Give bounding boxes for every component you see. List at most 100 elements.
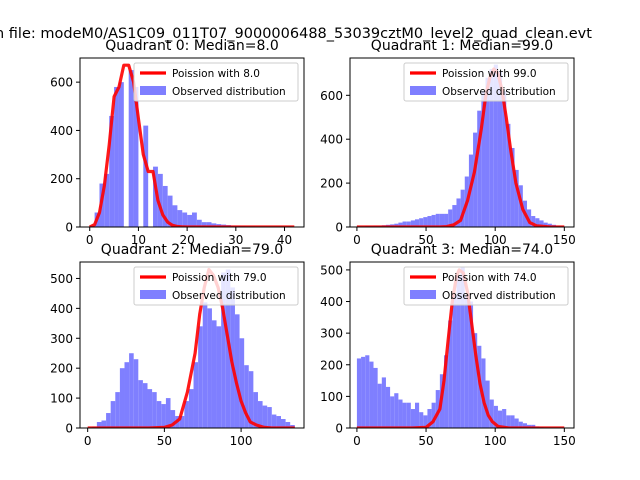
histogram-bar	[187, 214, 192, 227]
axes-frame	[79, 57, 305, 228]
figure-suptitle: n file: modeM0/AS1C09_011T07_9000006488_…	[0, 26, 592, 42]
histogram-bar	[381, 377, 386, 428]
histogram-bar	[257, 401, 263, 428]
histogram-bar	[211, 223, 217, 227]
legend-bar-swatch	[140, 86, 166, 95]
histogram-bar	[377, 383, 382, 428]
histogram-bar	[216, 326, 222, 428]
histogram-bar	[153, 166, 158, 227]
histogram-bar	[207, 308, 212, 428]
histogram-bar	[448, 209, 453, 227]
histogram-bar	[192, 212, 197, 227]
histogram-bar	[481, 90, 486, 227]
histogram-bar	[276, 416, 281, 428]
histogram-bar	[452, 295, 457, 428]
x-tick-label: 100	[484, 233, 507, 247]
histogram-bar	[502, 409, 507, 428]
x-tick-label: 100	[230, 434, 253, 448]
x-tick-label: 0	[353, 233, 361, 247]
histogram-bar	[435, 213, 440, 227]
histogram-bar	[179, 416, 185, 428]
histogram-bar	[202, 302, 208, 428]
y-tick-label: 0	[335, 422, 343, 436]
y-tick-label: 0	[65, 422, 73, 436]
histogram-bar	[539, 220, 544, 227]
histogram-bar	[177, 210, 183, 227]
histogram-bar	[489, 68, 494, 227]
histogram-bar	[431, 402, 436, 428]
histogram-bar	[456, 276, 461, 428]
legend-bar-swatch	[410, 290, 436, 299]
y-tick-label: 400	[320, 133, 343, 147]
histogram-bar	[385, 386, 391, 428]
histogram-bar	[406, 402, 411, 428]
histogram-bar	[369, 361, 374, 428]
y-tick-label: 400	[50, 124, 73, 138]
histogram-bar	[248, 371, 254, 428]
y-tick-label: 200	[50, 362, 73, 376]
axes-frame	[349, 261, 575, 429]
x-tick-label: 40	[277, 233, 292, 247]
histogram-bar	[473, 132, 478, 227]
y-tick-label: 200	[320, 358, 343, 372]
legend-bar-swatch	[140, 290, 166, 299]
histogram-bar	[162, 185, 168, 227]
histogram-bar	[172, 205, 178, 227]
histogram-bar	[456, 198, 461, 227]
histogram-bar	[493, 64, 498, 227]
histogram-bar	[133, 86, 139, 227]
subplot-3: 0 50 100 150 0 100 200 300 400 500 Quadrant 3: Med…	[320, 242, 576, 448]
legend-label-poisson: Poission with 99.0	[442, 68, 537, 80]
histogram-bar	[402, 402, 407, 428]
y-tick-label: 600	[50, 76, 73, 90]
histogram-bar	[419, 218, 424, 227]
y-tick-label: 500	[50, 272, 73, 286]
histogram-bar	[182, 212, 188, 227]
histogram-bar	[253, 392, 258, 428]
histogram-bar	[115, 392, 120, 428]
histogram-bar	[109, 115, 115, 227]
histogram-bar	[394, 223, 399, 227]
histogram-bar	[124, 362, 130, 428]
y-tick-label: 400	[50, 302, 73, 316]
histogram-bar	[267, 407, 272, 428]
y-tick-label: 200	[50, 172, 73, 186]
subplot-1: 0 50 100 150 0 200 400 600 Quadrant 1: Median=99…	[320, 38, 576, 247]
histogram-bar	[444, 355, 449, 428]
legend: Poission with 74.0 Observed distribution	[403, 266, 569, 306]
legend-label-poisson: Poission with 74.0	[442, 272, 537, 284]
histogram-bar	[133, 359, 139, 428]
histogram-bar	[419, 412, 424, 428]
histogram-bar	[143, 125, 149, 227]
y-tick-label: 100	[320, 390, 343, 404]
histogram-bar	[119, 368, 125, 428]
histogram-bar	[535, 218, 540, 227]
histogram-bar	[485, 77, 490, 227]
legend-box	[133, 266, 299, 306]
axes-frame	[349, 57, 575, 228]
histogram-bar	[356, 358, 362, 428]
histogram-bar	[489, 399, 494, 428]
histogram-bar	[161, 404, 166, 428]
histogram-bar	[114, 86, 119, 227]
histogram-bar	[410, 220, 415, 227]
histogram-bar	[196, 219, 202, 227]
histogram-bar	[118, 82, 124, 227]
histogram-bar	[239, 338, 245, 428]
histogram-bar	[506, 415, 511, 428]
y-tick-label: 300	[320, 327, 343, 341]
x-tick-label: 0	[84, 434, 92, 448]
legend-label-observed: Observed distribution	[172, 290, 286, 302]
histogram-bar	[543, 222, 548, 227]
histogram-bar	[193, 362, 199, 428]
subplot-2: 0 50 100 0 100 200 300 400 500 Quadrant 2: Median…	[50, 242, 305, 448]
legend-label-observed: Observed distribution	[442, 290, 556, 302]
x-tick-label: 0	[353, 434, 361, 448]
histogram-bar	[96, 422, 102, 428]
legend-box	[403, 266, 569, 306]
histogram-bar	[427, 409, 432, 428]
histogram-bar	[518, 421, 523, 428]
histogram-bar	[510, 147, 515, 227]
histogram-bar	[365, 355, 370, 428]
histogram-bar	[157, 173, 163, 227]
